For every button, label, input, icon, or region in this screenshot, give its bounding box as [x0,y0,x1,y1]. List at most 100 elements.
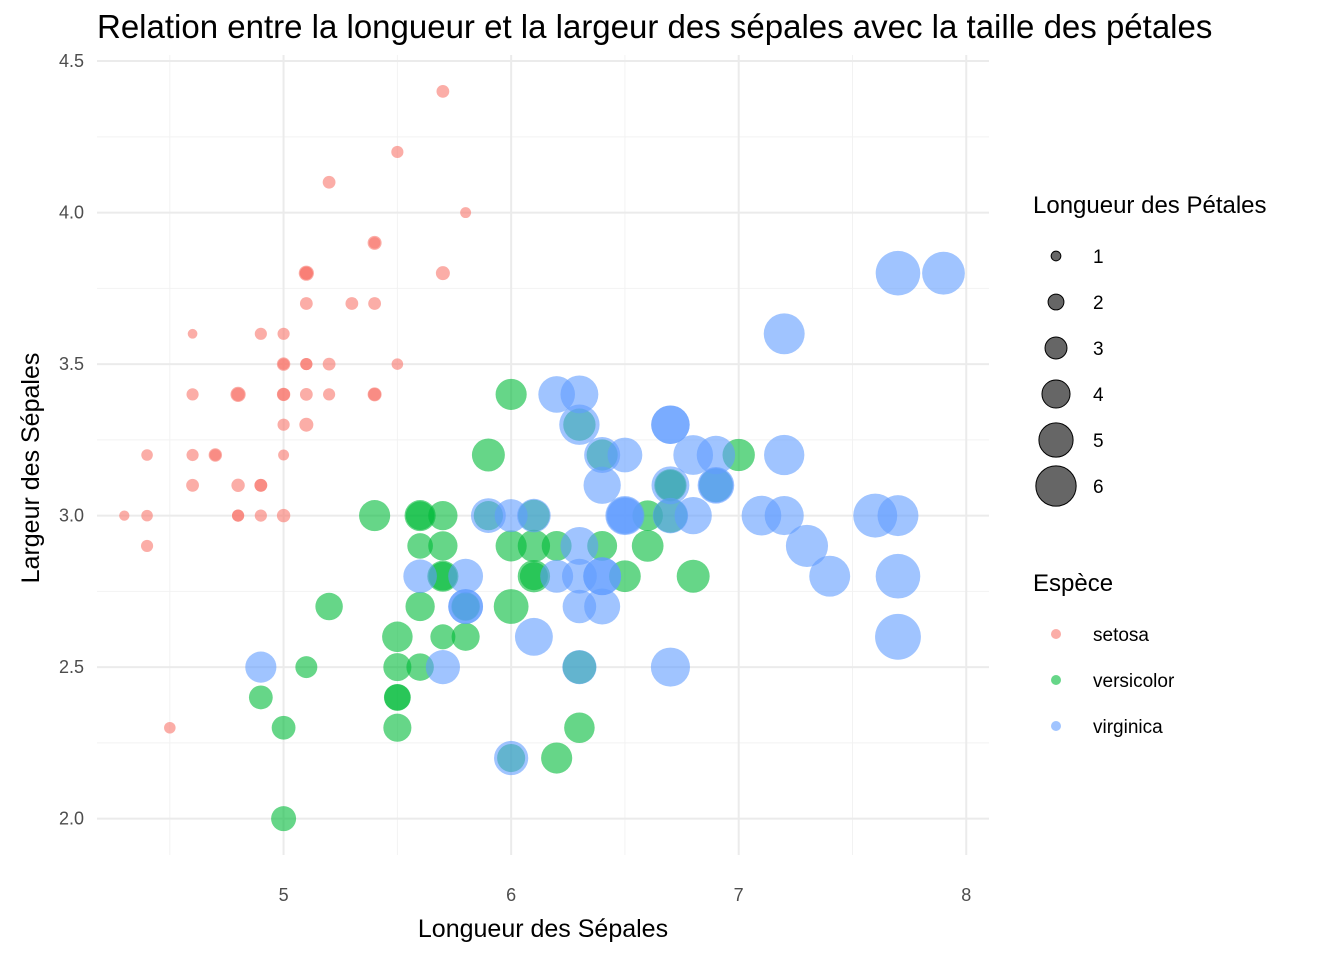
data-point [406,653,434,681]
data-point [405,501,435,530]
data-point [493,589,529,624]
species-legend-label: versicolor [1093,671,1175,692]
data-point [448,558,484,594]
data-point [164,721,176,734]
data-point [430,624,456,650]
size-legend: Longueur des Pétales 1 2 3 4 5 6 [1033,192,1267,507]
data-point [435,266,450,281]
y-tick-label: 2.0 [59,809,84,829]
data-point [514,617,553,656]
data-point [140,539,154,552]
data-point [299,266,314,280]
size-legend-label: 5 [1093,431,1104,452]
data-point [764,496,804,536]
data-point [875,553,921,599]
data-point [564,712,595,743]
data-point [254,509,267,522]
data-point [368,237,381,249]
species-legend-symbol [1051,629,1061,639]
y-tick-label: 3.5 [59,354,84,374]
data-point [248,685,273,710]
size-legend-symbol [1047,293,1065,311]
data-point [276,508,291,523]
data-point [391,145,404,159]
species-legend-title: Espèce [1033,570,1113,597]
data-point [276,357,291,371]
data-point [584,436,621,474]
species-legend-label: virginica [1093,717,1163,738]
chart-title: Relation entre la longueur et la largeur… [97,8,1213,45]
x-axis-ticks: 5 6 7 8 [279,885,972,905]
x-tick-label: 6 [506,885,516,905]
size-legend-symbol [1041,379,1071,409]
data-point [368,388,382,401]
data-point [277,327,290,340]
data-point [299,388,313,401]
data-point [384,684,411,711]
data-point [494,740,529,776]
data-point [383,713,412,742]
data-point [436,84,450,98]
data-point [764,434,805,476]
y-tick-label: 2.5 [59,657,84,677]
data-point [631,530,664,562]
size-legend-title: Longueur des Pétales [1033,192,1267,219]
data-point [141,449,153,461]
data-point [428,500,458,531]
x-tick-label: 7 [734,885,744,905]
species-legend-label: setosa [1093,625,1149,646]
data-point [245,651,277,683]
data-point [391,358,404,370]
species-legend: Espèce setosa versicolor virginica [1033,570,1175,738]
data-point [428,531,458,561]
data-point [517,529,551,563]
data-point [471,438,505,472]
data-point [698,467,734,503]
data-point [322,357,336,371]
x-tick-label: 8 [961,885,971,905]
data-point [875,613,921,660]
data-point [673,435,714,475]
data-point [562,650,597,685]
y-axis-ticks: 2.0 2.5 3.0 3.5 4.0 4.5 [59,51,84,829]
data-point [517,498,551,533]
data-point [763,313,805,355]
data-point [451,622,480,651]
data-point [562,558,597,594]
data-point [299,417,314,432]
data-point [271,806,297,832]
y-tick-label: 3.0 [59,506,84,526]
data-point [676,559,710,593]
data-point [651,405,690,444]
data-point [538,376,575,413]
series-virginica [245,250,965,776]
data-point [652,497,689,534]
data-point [541,742,573,774]
data-point [186,388,199,401]
data-point [405,591,435,622]
data-point [495,378,527,410]
data-point [407,533,433,559]
data-point [517,560,551,593]
y-tick-label: 4.0 [59,203,84,223]
x-tick-label: 5 [279,885,289,905]
data-point [607,497,643,534]
y-axis-title: Largeur des Sépales [17,353,45,584]
size-legend-symbol [1038,422,1074,458]
data-point [276,387,291,402]
data-point [230,386,246,403]
data-points [119,84,965,832]
size-legend-label: 2 [1093,293,1104,314]
species-legend-symbol [1051,675,1061,685]
data-point [651,466,690,505]
size-legend-symbol [1035,465,1077,507]
data-point [650,647,690,687]
data-point [231,509,245,522]
data-point [322,175,336,189]
minor-gridlines [97,55,989,855]
data-point [877,495,919,537]
data-point [403,559,437,594]
data-point [583,466,621,504]
data-point [141,509,153,522]
major-gridlines [97,55,989,855]
